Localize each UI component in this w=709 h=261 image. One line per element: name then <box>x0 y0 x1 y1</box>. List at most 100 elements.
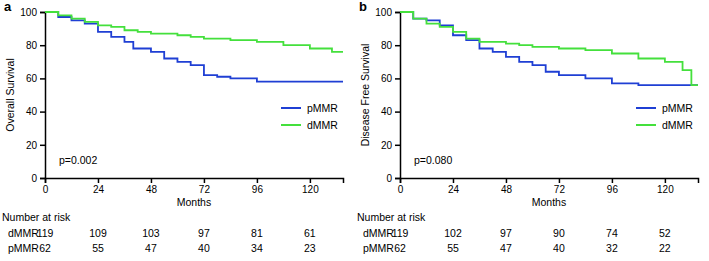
tick: 72 <box>554 178 566 195</box>
y-axis-title: Overall Survival <box>4 58 16 132</box>
risk-value: 74 <box>606 227 618 239</box>
tick-label: 60 <box>381 73 393 84</box>
tick-label: 80 <box>381 40 393 51</box>
risk-value: 81 <box>251 227 263 239</box>
legend-label: dMMR <box>662 119 693 131</box>
tick-label: 120 <box>657 184 674 195</box>
tick-label: 0 <box>43 184 49 195</box>
tick-mark <box>395 78 400 80</box>
tick-mark <box>151 178 153 183</box>
tick: 40 <box>381 106 400 117</box>
tick-label: 120 <box>302 184 319 195</box>
tick: 0 <box>43 178 49 195</box>
tick-label: 100 <box>20 7 37 18</box>
risk-value: 40 <box>198 242 210 254</box>
tick-mark <box>395 12 400 14</box>
risk-value: 22 <box>659 242 671 254</box>
tick-label: 72 <box>554 184 566 195</box>
legend: pMMR dMMR <box>636 102 693 131</box>
annotation: p=0.002 <box>59 154 97 166</box>
tick: 60 <box>381 73 400 84</box>
tick: 72 <box>199 178 211 195</box>
legend: pMMRdMMR <box>281 102 338 131</box>
tick: 96 <box>607 178 619 195</box>
tick: 48 <box>501 178 513 195</box>
tick-label: 20 <box>381 140 393 151</box>
tick-mark <box>506 178 508 183</box>
tick-mark <box>257 178 259 183</box>
legend-swatch <box>281 124 301 126</box>
survival-line <box>45 12 343 52</box>
tick-label: 24 <box>448 184 460 195</box>
tick: 20 <box>381 140 400 151</box>
tick-label: 96 <box>607 184 619 195</box>
tick-mark <box>40 12 45 14</box>
tick-label: 100 <box>375 7 392 18</box>
tick: 0 <box>386 173 400 184</box>
tick: 96 <box>252 178 264 195</box>
risk-table: Number at riskdMMR11910297907452pMMR6255… <box>357 211 671 254</box>
tick: 24 <box>93 178 105 195</box>
y-axis: 0 20 40 60 80 100 <box>20 7 45 184</box>
tick: 24 <box>448 178 460 195</box>
risk-value: 102 <box>444 227 462 239</box>
risk-value: 61 <box>304 227 316 239</box>
risk-table: Number at riskdMMR119109103978161pMMR625… <box>2 211 316 254</box>
risk-value: 32 <box>606 242 618 254</box>
legend-label: dMMR <box>307 119 338 131</box>
x-axis-title: Months <box>532 196 566 208</box>
axis-line <box>395 13 401 179</box>
tick-mark <box>40 178 45 180</box>
tick-mark <box>40 78 45 80</box>
panel: 0 24 48 72 96 120 0 20 40 60 80 100 Months Disease Fr… <box>357 0 699 254</box>
tick: 100 <box>375 7 400 18</box>
tick-mark <box>40 45 45 47</box>
tick-mark <box>665 178 667 183</box>
tick-label: 0 <box>398 184 404 195</box>
risk-value: 97 <box>198 227 210 239</box>
tick-mark <box>395 178 400 180</box>
risk-value: 55 <box>447 242 459 254</box>
tick-mark <box>612 178 614 183</box>
tick-mark <box>453 178 455 183</box>
tick-mark <box>40 111 45 113</box>
legend-swatch <box>636 124 656 126</box>
tick-mark <box>395 145 400 147</box>
tick: 40 <box>26 106 45 117</box>
tick-label: 96 <box>252 184 264 195</box>
risk-value: 97 <box>500 227 512 239</box>
panel: 0 24 48 72 96 120 0 20 40 60 80 100 Months Overall Su… <box>2 0 344 254</box>
y-axis-title: Disease Free Survival <box>359 44 371 147</box>
risk-table-title: Number at risk <box>2 211 71 223</box>
x-axis-title: Months <box>177 196 211 208</box>
tick: 120 <box>302 178 319 195</box>
risk-value: 109 <box>89 227 107 239</box>
risk-value: 40 <box>553 242 565 254</box>
y-axis: 0 20 40 60 80 100 <box>375 7 400 184</box>
survival-line <box>45 12 343 82</box>
tick-mark <box>395 111 400 113</box>
risk-row-label: dMMR <box>8 227 39 239</box>
tick-label: 48 <box>146 184 158 195</box>
axis-line <box>401 179 699 184</box>
risk-value: 90 <box>553 227 565 239</box>
risk-value: 62 <box>39 242 51 254</box>
tick-label: 20 <box>26 140 38 151</box>
axis-line <box>40 13 46 179</box>
tick: 60 <box>26 73 45 84</box>
legend-label: pMMR <box>662 102 693 114</box>
legend-swatch <box>636 107 656 109</box>
x-axis: 0 24 48 72 96 120 <box>43 178 344 195</box>
tick: 80 <box>26 40 45 51</box>
risk-value: 23 <box>304 242 316 254</box>
plot-area <box>45 12 343 82</box>
tick-label: 0 <box>31 173 37 184</box>
tick: 48 <box>146 178 158 195</box>
axis-line <box>46 179 344 184</box>
tick: 20 <box>26 140 45 151</box>
tick-mark <box>395 45 400 47</box>
tick-mark <box>310 178 312 183</box>
survival-line <box>400 12 698 85</box>
risk-value: 119 <box>392 227 409 239</box>
plot-area <box>400 12 698 85</box>
